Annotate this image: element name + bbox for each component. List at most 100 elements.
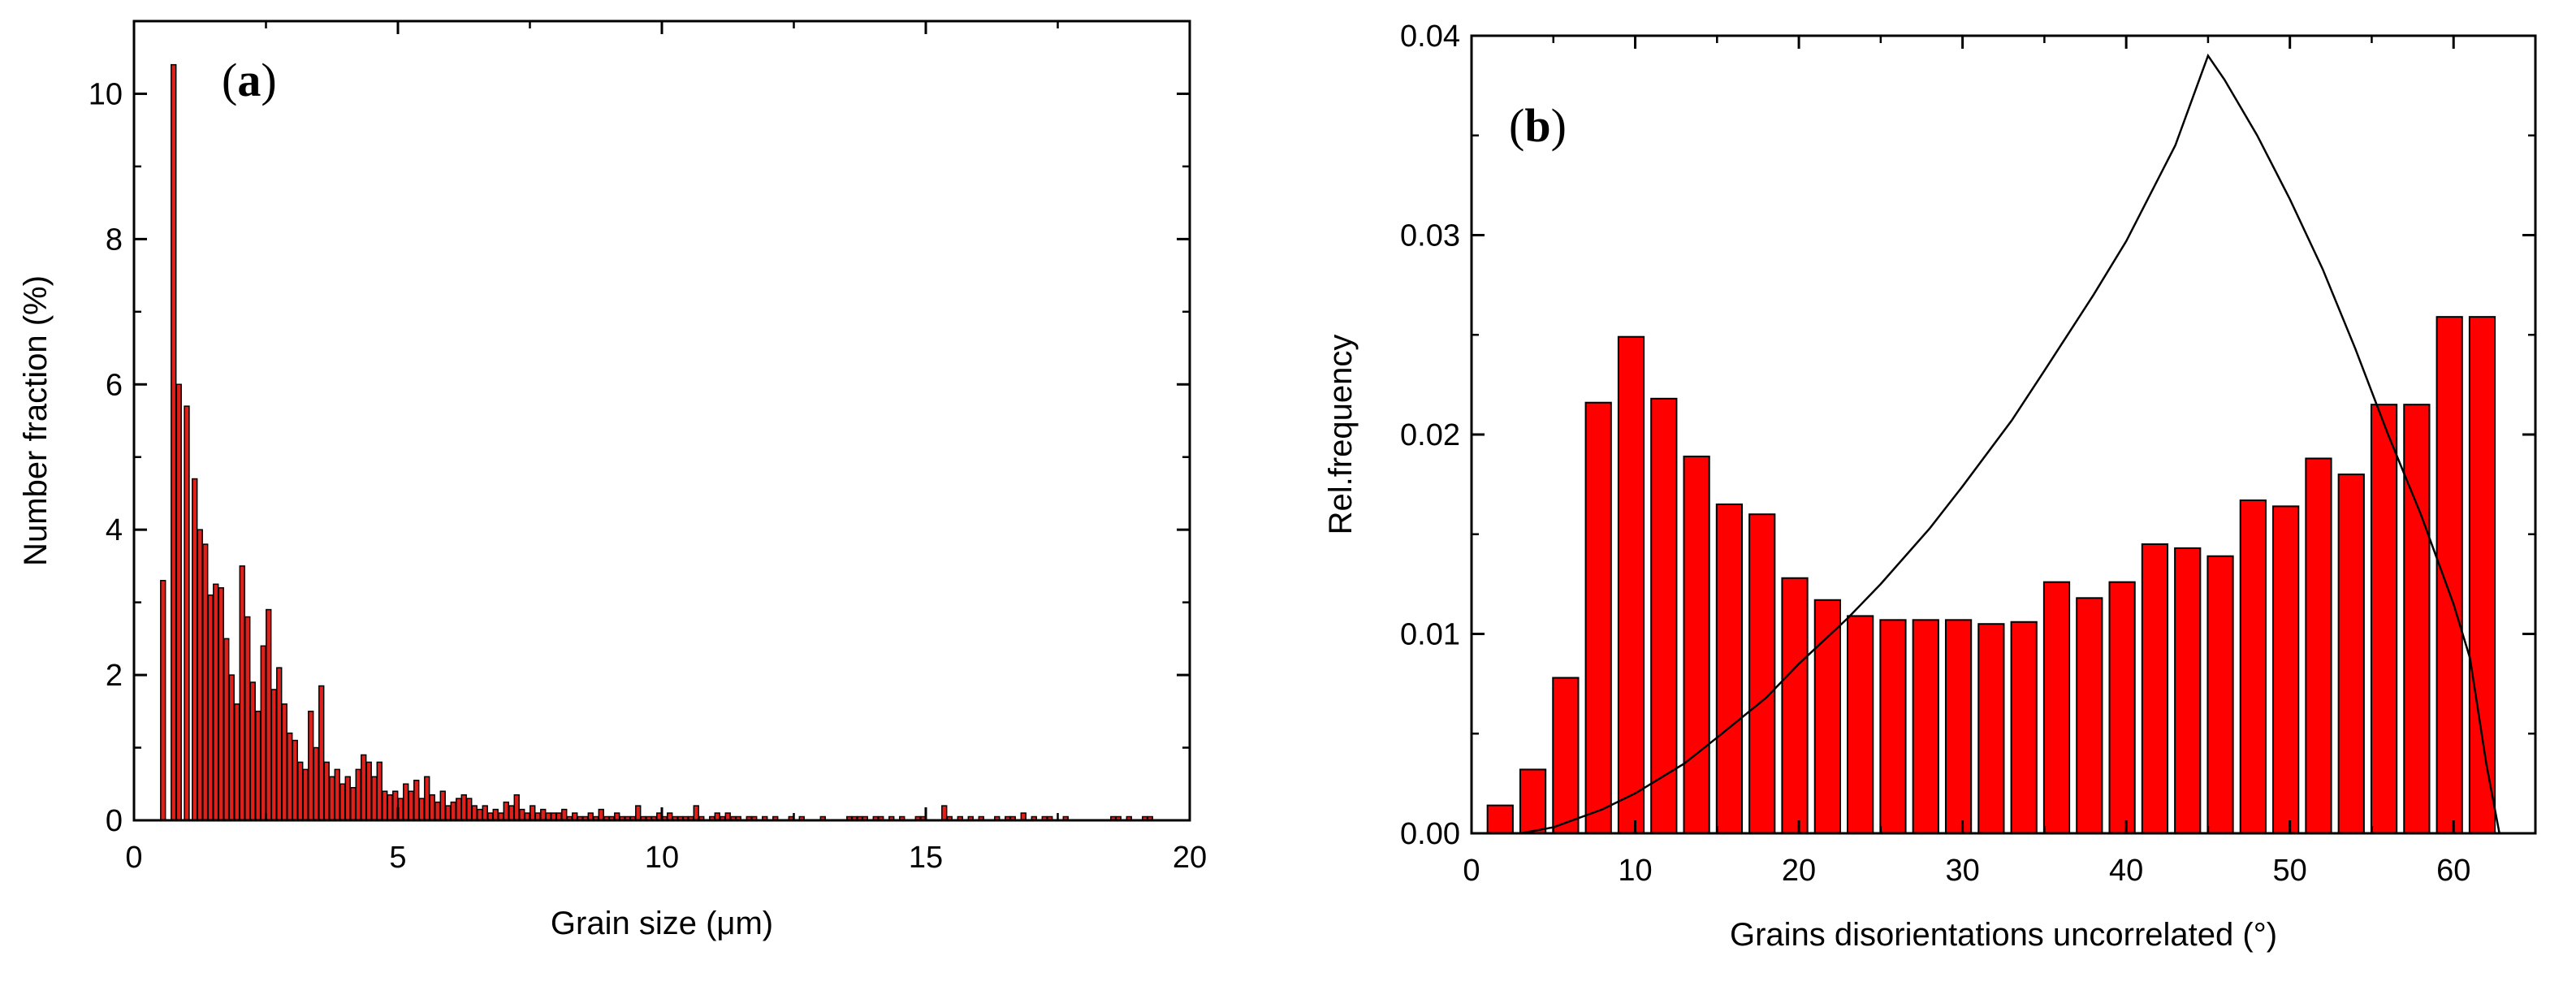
panel-b-label: (b) — [1509, 99, 1567, 152]
chart-bar — [424, 776, 430, 821]
chart-bar — [244, 616, 251, 821]
chart-bar — [255, 711, 261, 821]
chart-bar — [334, 768, 340, 821]
chart-bar — [434, 801, 441, 821]
chart-bar — [160, 580, 166, 821]
x-tick-label: 50 — [2273, 854, 2307, 888]
y-tick-label: 6 — [106, 368, 123, 402]
y-tick-label: 0.04 — [1400, 19, 1460, 54]
chart-bar — [2305, 457, 2332, 835]
panel-a-y-axis-title: Number fraction (%) — [18, 275, 54, 566]
chart-bar — [266, 608, 272, 821]
chart-bar — [361, 754, 367, 821]
chart-bar — [1813, 599, 1841, 834]
chart-bar — [313, 746, 319, 821]
chart-bar — [1519, 768, 1547, 834]
chart-bar — [482, 805, 488, 821]
chart-bar — [329, 776, 335, 821]
chart-bar — [1977, 623, 2005, 834]
chart-bar — [429, 794, 435, 821]
chart-bar — [561, 808, 568, 821]
panel-b-ticks: 0 10 20 30 40 50 60 0.00 0.01 0.02 0.03 0.04 — [1400, 19, 2535, 888]
y-tick-label: 4 — [106, 513, 123, 547]
chart-bar — [1715, 503, 1744, 834]
chart-bar — [635, 805, 642, 821]
panel-a-ticks: 0 5 10 15 20 0 2 4 6 8 10 — [89, 21, 1207, 875]
chart-bar — [323, 761, 330, 821]
y-tick-label: 0.00 — [1400, 817, 1460, 851]
panel-a-letter: a — [237, 54, 261, 106]
chart-bar — [355, 768, 361, 821]
chart-bar — [540, 808, 547, 821]
chart-bar — [2042, 581, 2071, 834]
chart-bar — [270, 689, 277, 821]
chart-bar — [408, 790, 414, 821]
chart-bar — [503, 801, 509, 821]
chart-bar — [202, 543, 209, 821]
chart-bar — [477, 808, 483, 821]
panel-b-letter: b — [1524, 99, 1550, 152]
chart-bar — [207, 594, 214, 821]
chart-bar — [693, 805, 699, 821]
chart-bar — [302, 768, 309, 821]
chart-bar — [471, 805, 478, 821]
chart-bar — [1748, 513, 1776, 834]
chart-bar — [403, 783, 409, 821]
chart-bar — [2141, 543, 2169, 835]
x-tick-label: 40 — [2109, 854, 2143, 888]
chart-bar — [2436, 316, 2463, 834]
chart-bar — [1912, 619, 1939, 834]
chart-bar — [184, 405, 190, 821]
x-tick-label: 0 — [1463, 854, 1480, 888]
x-tick-label: 15 — [909, 841, 943, 875]
chart-bar — [2337, 474, 2365, 834]
panel-a-x-axis-title: Grain size (μm) — [551, 906, 773, 941]
panel-b-y-axis-title: Rel.frequency — [1323, 335, 1359, 535]
chart-bar — [387, 794, 393, 821]
y-tick-label: 8 — [106, 223, 123, 257]
x-tick-label: 5 — [389, 841, 406, 875]
chart-bar — [456, 798, 462, 821]
chart-bar — [1879, 619, 1907, 834]
panel-b-x-axis-title: Grains disorientations uncorrelated (°) — [1730, 917, 2277, 953]
chart-bar — [339, 783, 346, 821]
chart-bar — [1617, 335, 1645, 834]
chart-bar — [287, 732, 293, 821]
y-tick-label: 2 — [106, 659, 123, 693]
x-tick-label: 20 — [1782, 854, 1816, 888]
chart-bar — [439, 790, 446, 821]
chart-bar — [1683, 456, 1710, 834]
panel-b-random-distribution-curve — [1520, 53, 2500, 835]
chart-bar — [218, 586, 224, 821]
y-tick-label: 0 — [106, 804, 123, 838]
chart-bar — [460, 794, 467, 821]
chart-bar — [249, 681, 256, 821]
x-tick-label: 10 — [1618, 854, 1652, 888]
y-tick-label: 0.03 — [1400, 219, 1460, 253]
chart-bar — [513, 794, 520, 821]
chart-bar — [213, 583, 219, 821]
chart-bar — [2403, 404, 2431, 834]
chart-bar — [308, 711, 314, 821]
y-tick-label: 0.01 — [1400, 618, 1460, 652]
y-tick-label: 10 — [89, 77, 123, 111]
x-tick-label: 0 — [125, 841, 142, 875]
chart-bar — [297, 761, 304, 821]
chart-bar — [445, 805, 452, 821]
chart-bar — [1847, 615, 1874, 835]
chart-bar — [466, 798, 473, 821]
chart-bar — [1552, 677, 1580, 835]
x-tick-label: 30 — [1945, 854, 1979, 888]
chart-bar — [171, 63, 177, 821]
chart-bar — [1650, 397, 1678, 834]
chart-bar — [276, 667, 283, 821]
panel-a-label: (a) — [222, 54, 277, 106]
chart-bar — [365, 761, 372, 821]
chart-bar — [376, 761, 383, 821]
panel-b-bars — [1486, 316, 2496, 835]
chart-panel-b: 0 10 20 30 40 50 60 0.00 0.01 0.02 0.03 0.04 (b) Gr… — [1323, 19, 2537, 953]
chart-bar — [1781, 577, 1809, 834]
chart-panel-a: 0 5 10 15 20 0 2 4 6 8 10 (a) Grain size (μm) Numb… — [18, 19, 1207, 941]
